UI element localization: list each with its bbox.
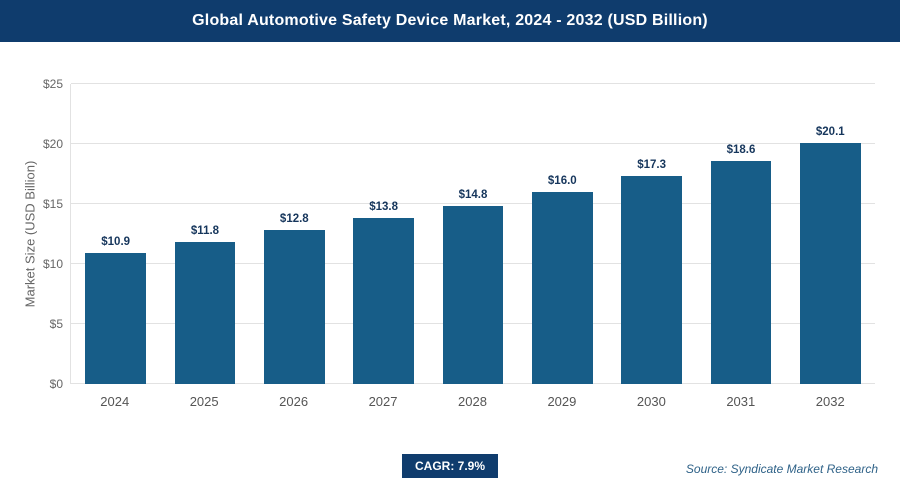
chart-footer: CAGR: 7.9% Source: Syndicate Market Rese… — [0, 452, 900, 492]
bar-group: $13.8 — [339, 84, 428, 384]
y-tick-label: $0 — [49, 377, 63, 391]
bar-value-label: $12.8 — [279, 213, 309, 226]
bar-value-label: $10.9 — [101, 236, 131, 249]
gridline — [71, 203, 875, 204]
y-tick-label: $25 — [42, 77, 63, 91]
y-tick-label: $20 — [42, 137, 63, 151]
source-text: Source: Syndicate Market Research — [685, 462, 878, 476]
bar — [710, 160, 772, 384]
x-tick-label: 2030 — [636, 394, 666, 409]
bar — [353, 218, 415, 384]
bar — [621, 176, 682, 384]
bar-group: $17.3 — [607, 84, 696, 384]
x-tick-label: 2025 — [189, 394, 219, 409]
bar-group: $12.8 — [250, 84, 339, 384]
x-tick-label: 2026 — [279, 394, 309, 409]
bar — [85, 253, 147, 384]
bar-value-label: $13.8 — [369, 201, 399, 214]
bar-group: $18.6 — [696, 84, 785, 384]
y-tick-label: $15 — [42, 197, 63, 211]
bar — [174, 242, 236, 384]
bar-group: $10.9 — [71, 84, 160, 384]
x-tick-label: 2032 — [815, 394, 845, 409]
y-tick-label: $10 — [42, 257, 63, 271]
bar-value-label: $16.0 — [547, 175, 577, 187]
gridline — [71, 83, 875, 84]
bar — [442, 206, 504, 384]
y-axis-title: Market Size (USD Billion) — [22, 160, 38, 308]
y-tick-label: $5 — [49, 317, 63, 331]
bars: $10.9 $11.8 $12.8 $13.8 $14.8 $16.0 $17.3 $18.6… — [71, 84, 875, 384]
chart-title: Global Automotive Safety Device Market, … — [192, 12, 708, 29]
x-tick-labels: 2024 2025 2026 2027 2028 2029 2030 2031 2032 — [70, 384, 875, 409]
gridline — [71, 143, 875, 144]
bar-group: $20.1 — [786, 84, 875, 384]
chart-title-banner: Global Automotive Safety Device Market, … — [0, 0, 900, 42]
x-tick-label: 2031 — [726, 394, 756, 409]
bar-value-label: $11.8 — [190, 225, 220, 238]
x-tick-label: 2028 — [458, 394, 487, 409]
chart-area: Market Size (USD Billion) $0 $5 $10 $15 $20 $… — [0, 77, 900, 409]
cagr-badge: CAGR: 7.9% — [401, 454, 499, 478]
bar — [799, 142, 861, 384]
bar — [531, 192, 593, 384]
bar-value-label: $14.8 — [458, 189, 488, 202]
plot-area: $0 $5 $10 $15 $20 $25 $10.9 $11.8 $12.8 $13.8 $14… — [43, 77, 875, 391]
bar-value-label: $20.1 — [815, 125, 845, 138]
x-tick-label: 2024 — [100, 394, 130, 409]
bar-group: $14.8 — [428, 84, 517, 384]
bar-value-label: $18.6 — [726, 143, 756, 156]
bar — [263, 230, 325, 384]
x-tick-label: 2029 — [547, 394, 577, 409]
bar-value-label: $17.3 — [637, 159, 667, 172]
x-tick-label: 2027 — [368, 394, 398, 409]
bar-group: $16.0 — [518, 84, 607, 384]
bar-group: $11.8 — [160, 84, 249, 384]
